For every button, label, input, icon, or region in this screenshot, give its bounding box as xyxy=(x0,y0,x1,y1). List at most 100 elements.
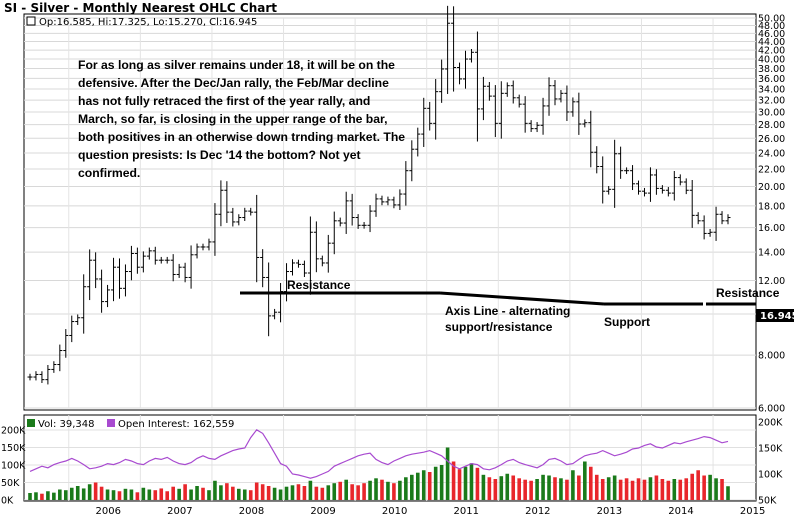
volume-bar xyxy=(52,492,56,500)
volume-bar xyxy=(69,487,74,500)
ohlc-bar xyxy=(355,214,361,229)
ohlc-bar xyxy=(594,146,600,174)
price-header: Op:16.585, Hi:17.325, Lo:15.270, Cl:16.9… xyxy=(39,17,257,28)
volume-bar xyxy=(702,475,706,500)
x-tick: 2007 xyxy=(167,506,192,517)
volume-bar xyxy=(493,479,498,500)
volume-bar xyxy=(594,474,599,500)
ohlc-bar xyxy=(570,97,576,117)
volume-bar xyxy=(666,480,671,500)
ohlc-bar xyxy=(373,193,379,217)
volume-bar xyxy=(296,484,301,500)
ohlc-bar xyxy=(457,62,463,85)
ohlc-bar xyxy=(385,196,391,206)
x-tick: 2013 xyxy=(597,506,622,517)
ohlc-bar xyxy=(87,249,93,301)
volume-bar xyxy=(308,480,313,500)
ohlc-bar xyxy=(659,185,665,194)
ohlc-bar xyxy=(99,269,105,313)
ohlc-bar xyxy=(260,249,266,288)
ohlc-bar xyxy=(516,94,522,108)
price-y-tick: 26.00 xyxy=(758,134,785,145)
ohlc-bar xyxy=(254,194,260,283)
last-price-label: 16.945 xyxy=(760,311,799,322)
ohlc-bar xyxy=(624,167,630,175)
ohlc-bar xyxy=(683,178,689,195)
ohlc-bar xyxy=(701,215,707,240)
volume-bar xyxy=(99,486,104,500)
ohlc-bar xyxy=(295,259,301,268)
price-y-tick: 32.00 xyxy=(758,96,785,107)
ohlc-bar xyxy=(415,127,421,157)
vol-left-tick: 200K xyxy=(1,426,26,437)
oi-legend: Open Interest: 162,559 xyxy=(118,419,234,430)
ohlc-bar xyxy=(81,274,87,334)
volume-bar xyxy=(618,479,623,500)
volume-bar xyxy=(129,489,134,500)
volume-bar xyxy=(278,489,283,500)
ohlc-bar xyxy=(474,31,480,142)
volume-bar xyxy=(433,466,438,500)
volume-bar xyxy=(654,475,659,500)
x-axis-ticks: 2006 2007 2008 2009 2010 2011 2012 2013 2014 2015 xyxy=(96,506,766,517)
resistance-label-1: Resistance xyxy=(287,278,351,292)
volume-bar xyxy=(690,473,695,500)
ohlc-bar xyxy=(152,246,158,265)
volume-bar xyxy=(678,479,683,500)
ohlc-bar xyxy=(403,161,409,206)
x-tick: 2014 xyxy=(668,506,693,517)
volume-bar xyxy=(696,470,700,500)
price-y-tick: 6.000 xyxy=(758,404,785,415)
price-y-tick: 28.00 xyxy=(758,120,785,131)
volume-bar xyxy=(517,478,521,500)
volume-bar xyxy=(111,490,116,500)
volume-bar xyxy=(571,470,575,500)
volume-bar xyxy=(147,489,152,500)
axis-line-label-2: support/resistance xyxy=(445,320,553,334)
ohlc-bar xyxy=(653,169,659,195)
volume-bar xyxy=(254,482,259,500)
ohlc-bar xyxy=(534,122,540,133)
ohlc-bar xyxy=(134,247,140,274)
volume-bar xyxy=(123,488,128,500)
ohlc-bar xyxy=(116,258,122,299)
volume-bar xyxy=(499,476,504,500)
volume-bar xyxy=(362,483,366,500)
ohlc-bar xyxy=(707,228,713,237)
volume-bar xyxy=(231,486,235,500)
volume-bar xyxy=(374,478,378,500)
ohlc-bar xyxy=(212,203,218,256)
ohlc-bar xyxy=(665,187,671,197)
ohlc-bar xyxy=(39,371,45,383)
volume-right-axis: 50K 100K 150K 200K xyxy=(758,418,783,507)
volume-bar xyxy=(63,490,68,500)
x-tick: 2009 xyxy=(310,506,335,517)
volume-bars xyxy=(28,447,730,500)
volume-bar xyxy=(386,481,390,500)
x-tick: 2010 xyxy=(382,506,407,517)
ohlc-bar xyxy=(176,263,182,278)
volume-bar xyxy=(445,447,450,500)
volume-bar xyxy=(577,475,581,500)
volume-bar xyxy=(242,489,247,500)
price-y-tick: 22.00 xyxy=(758,165,785,176)
ohlc-bar xyxy=(206,238,212,251)
volume-bar xyxy=(565,479,569,500)
ohlc-bar xyxy=(45,365,51,385)
ohlc-bar xyxy=(433,79,439,140)
ohlc-bar xyxy=(588,110,594,168)
ohlc-bar xyxy=(164,256,170,264)
ohlc-bar xyxy=(397,189,403,211)
ohlc-bar xyxy=(540,97,546,135)
ohlc-bar xyxy=(337,217,343,227)
axis-line xyxy=(439,291,605,306)
support-label: Support xyxy=(604,315,650,329)
price-grid xyxy=(24,17,756,409)
volume-bar xyxy=(439,465,444,500)
volume-bar xyxy=(523,479,527,500)
vol-right-tick: 50K xyxy=(758,496,777,507)
ohlc-bar xyxy=(421,97,427,147)
volume-bar xyxy=(398,480,402,500)
ohlc-bar xyxy=(194,243,200,259)
volume-bar xyxy=(81,488,86,500)
